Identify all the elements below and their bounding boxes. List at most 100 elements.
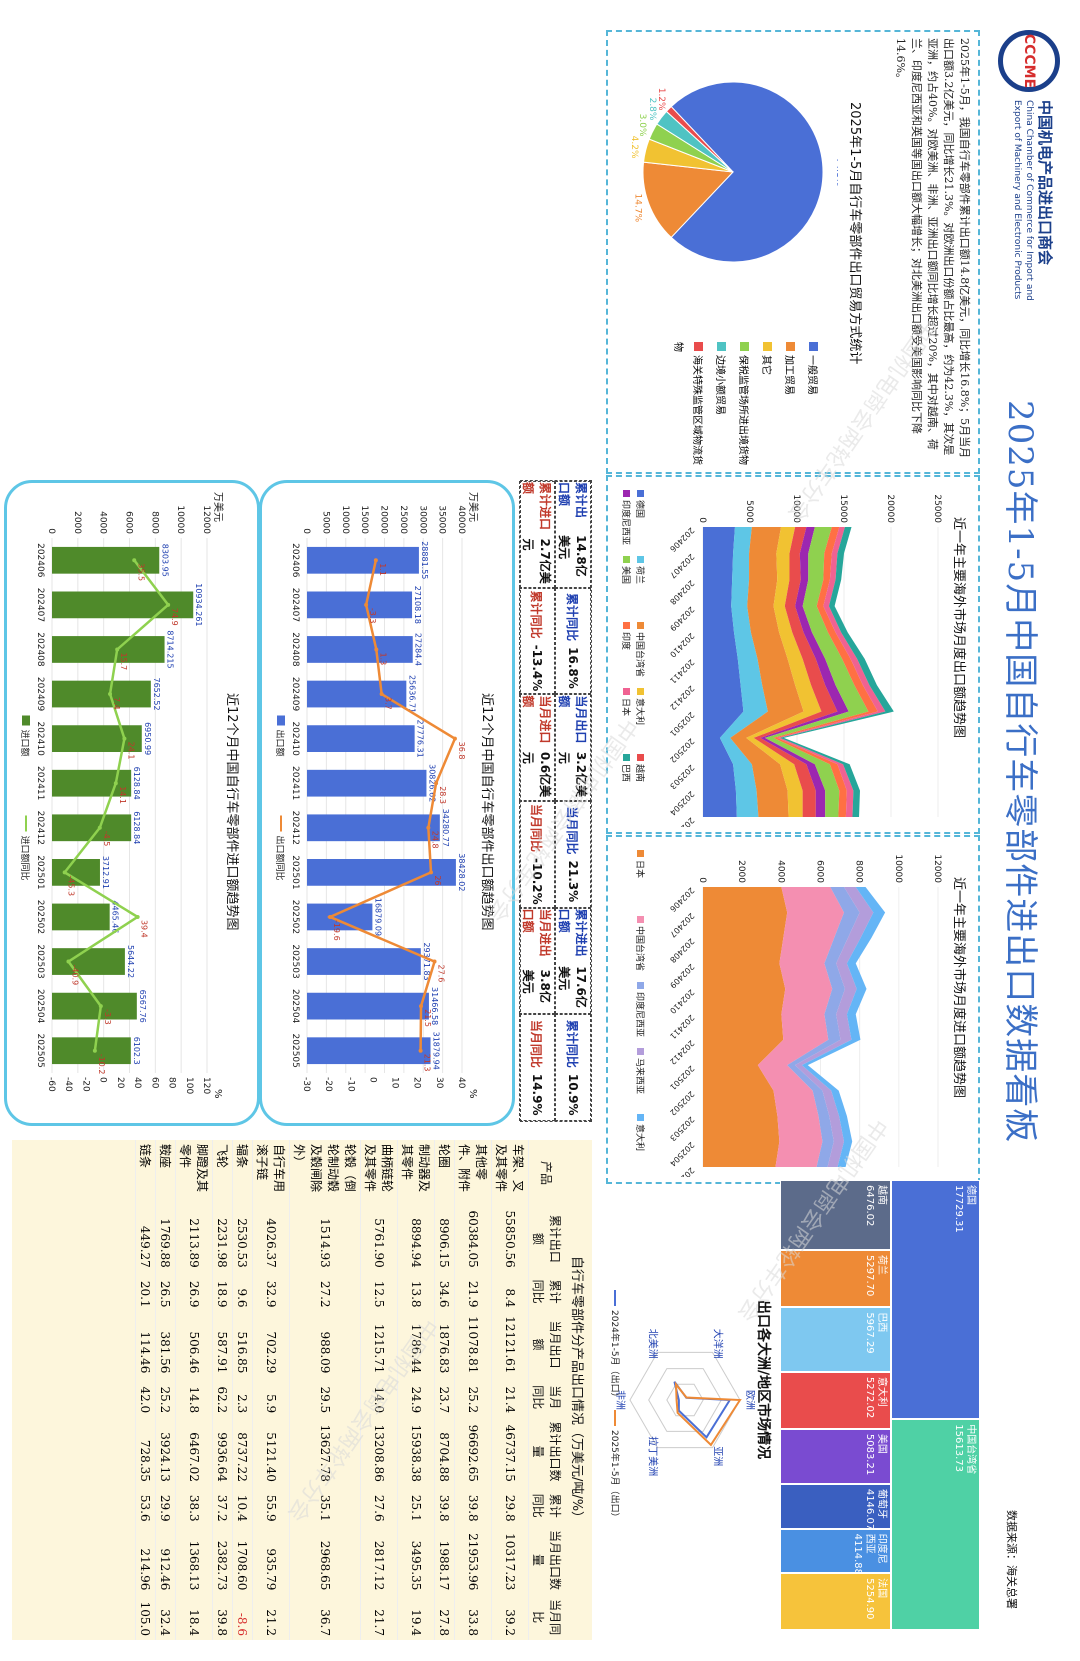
- legend-swatch: [740, 342, 749, 351]
- rate-point: [452, 736, 457, 741]
- y2-tick-label: 0: [98, 1077, 108, 1083]
- radar-axis-label: 亚洲: [712, 1446, 724, 1466]
- rate-value-label: -3.3: [103, 1009, 112, 1025]
- legend-label: 2024年1-5月（出口）: [610, 1310, 621, 1402]
- treemap-value: 5254.90: [864, 1578, 876, 1620]
- legend-swatch: [637, 754, 644, 761]
- table-cell: 轮圈: [434, 1140, 455, 1206]
- table-row: 自行车用滚子链 4026.37 32.9 702.29 5.9 5121.40 55.9 93…: [252, 1140, 290, 1640]
- import-market-panel: 近一年主要海外市场月度进口额趋势图 0 2000 4000 6000 8000 10000…: [606, 835, 980, 1184]
- bar-value-label: 31466.58: [430, 987, 439, 1025]
- kpi-label: 当月出口额: [557, 695, 588, 744]
- legend-label: 边境小额贸易: [714, 355, 725, 415]
- table-cell: 2113.89: [175, 1205, 213, 1272]
- table-cell: 鞍座: [155, 1140, 176, 1206]
- legend-label: 荷兰: [634, 566, 646, 584]
- kpi-value: 3.2亿美元: [557, 751, 588, 798]
- x-tick-label: 202502: [668, 736, 696, 764]
- table-cell: 935.79: [252, 1525, 290, 1595]
- x-tick-label: 202412: [290, 811, 300, 845]
- treemap-cell: 越南 6476.02: [780, 1180, 892, 1251]
- x-tick-label: 202411: [35, 766, 45, 800]
- table-cell: 2382.73: [212, 1525, 233, 1595]
- country-treemap: 德国 17729.31 中国台湾省 15613.73 越南 6476.02 荷兰 5297.7…: [780, 1180, 980, 1630]
- y-tick-label: 10000: [175, 505, 185, 534]
- rate-value-label: -19.6: [332, 920, 341, 941]
- y-tick-label: 5000: [744, 500, 754, 523]
- bar: [307, 725, 415, 752]
- x-tick-label: 202503: [668, 1115, 696, 1143]
- treemap-value: 5297.70: [864, 1255, 876, 1297]
- table-cell: 21953.96: [454, 1525, 492, 1595]
- y2-tick-label: -20: [323, 1077, 333, 1092]
- table-cell: 25.2: [155, 1377, 176, 1418]
- table-cell: 516.85: [232, 1311, 253, 1378]
- x-tick-label: 202505: [35, 1034, 45, 1068]
- pie-legend: 一般贸易 加工贸易 其它 保税监管场所进出境货物 边境小额贸易 海关特殊监管区域物流货物: [667, 342, 828, 472]
- y-tick-label: 6000: [124, 511, 134, 534]
- radar-grid: [648, 1368, 722, 1432]
- rate-value-label: 39.4: [140, 920, 149, 938]
- x-tick-label: 202411: [668, 1013, 696, 1041]
- treemap-cell: 印度尼西亚 4114.88: [780, 1528, 892, 1575]
- legend-swatch: [637, 622, 644, 629]
- pie-value-label: 14.7%: [632, 194, 642, 223]
- legend-swatch: [637, 982, 644, 989]
- rate-point: [113, 781, 118, 786]
- legend-label: 出口额: [274, 730, 286, 757]
- table-cell: 13208.86: [360, 1417, 398, 1486]
- table-cell: 26.9: [175, 1271, 213, 1312]
- treemap-value: 4146.07: [864, 1488, 876, 1531]
- table-cell: 214.96: [135, 1525, 156, 1595]
- bar-value-label: 29371.83: [422, 942, 431, 980]
- area-series: [703, 527, 744, 817]
- table-cell: 38.3: [175, 1485, 213, 1526]
- x-tick-label: 202409: [290, 677, 300, 712]
- kpi-label: 当月进口额: [521, 695, 552, 744]
- rate-point: [364, 602, 369, 607]
- x-tick-label: 202501: [668, 710, 696, 738]
- rate-value-label: -40.9: [70, 965, 79, 986]
- bar: [307, 903, 373, 931]
- legend-swatch: [277, 715, 285, 726]
- table-header-cell: 累计出口额: [528, 1205, 565, 1272]
- x-tick-label: 202412: [35, 811, 45, 845]
- table-cell: 3924.13: [155, 1417, 176, 1486]
- y-tick-label: 25000: [932, 494, 942, 523]
- product-table-body: 车架、叉及其零件 55850.56 8.4 12121.61 21.4 46737.15 2…: [135, 1140, 529, 1640]
- bar: [307, 1037, 431, 1065]
- x-tick-label: 202505: [668, 816, 696, 827]
- rate-value-label: -10.2: [97, 1054, 106, 1075]
- y2-axis-label: %: [467, 1089, 478, 1099]
- rate-point: [122, 736, 127, 741]
- kpi-value: 17.6亿美元: [557, 966, 588, 1008]
- table-cell: 96692.65: [454, 1417, 492, 1486]
- legend-swatch: [22, 715, 30, 726]
- x-tick-label: 202412: [668, 1038, 696, 1066]
- legend-label: 其它: [760, 355, 771, 375]
- export-area-title: 近一年主要海外市场月度出口额趋势图: [951, 517, 966, 739]
- table-cell: 2530.53: [232, 1205, 253, 1272]
- bar-value-label: 27284.4: [414, 633, 423, 666]
- y-tick-label: 4000: [98, 511, 108, 534]
- table-cell: 37.2: [212, 1485, 233, 1526]
- rate-value-label: 14.1: [118, 786, 127, 804]
- rate-value-label: 74.9: [170, 608, 179, 626]
- table-cell: 15938.38: [397, 1417, 435, 1486]
- import-market-area-chart: 0 2000 4000 6000 8000 10000 120002024062024072…: [634, 850, 942, 1177]
- legend-swatch: [786, 342, 795, 351]
- area-series: [746, 527, 822, 817]
- legend-label: 印度尼西亚: [634, 992, 646, 1037]
- area-series: [801, 887, 886, 1167]
- x-tick-label: 202407: [668, 911, 696, 939]
- import-area-title: 近一年主要海外市场月度进口额趋势图: [951, 877, 966, 1099]
- table-cell: 辐条: [232, 1140, 253, 1206]
- pie-legend-item: 其它: [759, 342, 778, 472]
- rate-value-label: 24.8: [430, 831, 439, 849]
- table-cell: 6467.02: [175, 1417, 213, 1486]
- area-series: [730, 527, 804, 817]
- bar-value-label: 27776.31: [416, 720, 425, 758]
- legend-swatch: [623, 622, 630, 629]
- y2-tick-label: -10: [345, 1077, 355, 1092]
- rate-value-label: 26: [433, 875, 442, 885]
